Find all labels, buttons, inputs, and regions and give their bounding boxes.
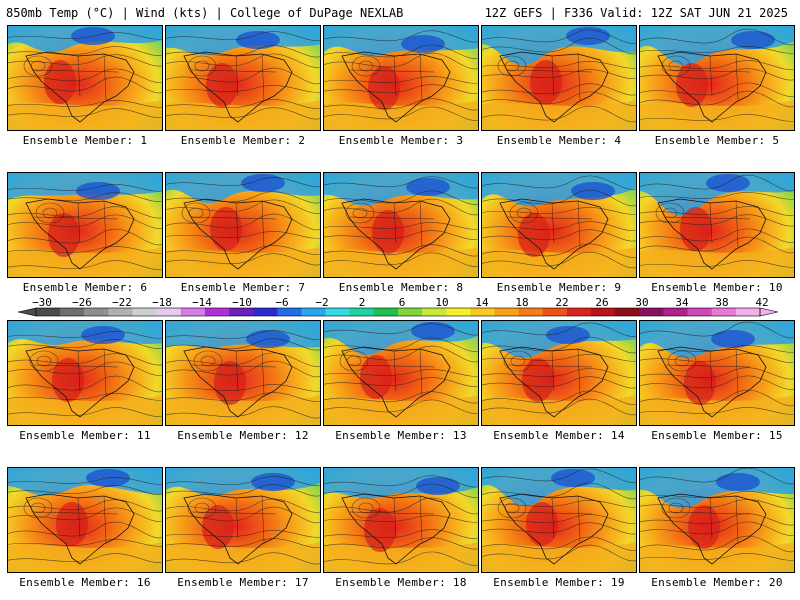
ensemble-member-label: Ensemble Member: 11	[19, 429, 151, 442]
ensemble-member-map	[7, 25, 163, 131]
map-title: 850mb Temp (°C) | Wind (kts) | College o…	[6, 6, 404, 20]
colorbar-tick-label: 26	[595, 296, 608, 309]
ensemble-member-map	[165, 467, 321, 573]
ensemble-member-label: Ensemble Member: 7	[180, 281, 306, 294]
colorbar-swatch	[470, 308, 495, 316]
colorbar-tick-label: −22	[112, 296, 132, 309]
colorbar-tick-label: 42	[755, 296, 768, 309]
colorbar-swatch	[518, 308, 544, 316]
temperature-colorbar: −30 −26 −22 −18 −14 −10 −6 −2 2 6 10 14 18 22 26 30 34 38…	[17, 296, 779, 317]
colorbar-swatch	[180, 308, 206, 316]
colorbar-tick-label: −10	[232, 296, 252, 309]
ensemble-member-map	[639, 172, 795, 278]
colorbar-swatch	[349, 308, 375, 316]
colorbar-swatch	[84, 308, 109, 316]
colorbar-tick-label: −26	[72, 296, 92, 309]
ensemble-member-map	[323, 467, 479, 573]
run-valid-time: 12Z GEFS | F336 Valid: 12Z SAT JUN 21 20…	[484, 6, 788, 20]
ensemble-member-label: Ensemble Member: 15	[651, 429, 783, 442]
colorbar-tick-label: 30	[635, 296, 648, 309]
colorbar-swatch	[711, 308, 737, 316]
colorbar-tick-label: 14	[475, 296, 489, 309]
colorbar-swatch	[132, 308, 157, 316]
ensemble-member-map	[7, 467, 163, 573]
ensemble-member-label: Ensemble Member: 14	[493, 429, 625, 442]
colorbar-swatch	[422, 308, 447, 316]
colorbar-swatch	[204, 308, 230, 316]
ensemble-member-map	[481, 172, 637, 278]
ensemble-member-map	[639, 467, 795, 573]
ensemble-member-map	[481, 25, 637, 131]
ensemble-member-label: Ensemble Member: 3	[338, 134, 464, 147]
ensemble-member-map	[165, 320, 321, 426]
colorbar-tick-label: 6	[399, 296, 406, 309]
colorbar-swatch	[542, 308, 568, 316]
ensemble-member-label: Ensemble Member: 16	[19, 576, 151, 589]
colorbar-swatch	[373, 308, 399, 316]
ensemble-member-label: Ensemble Member: 13	[335, 429, 467, 442]
colorbar-tick-label: −18	[152, 296, 172, 309]
ensemble-member-label: Ensemble Member: 5	[654, 134, 780, 147]
colorbar-swatch	[229, 308, 254, 316]
colorbar-swatch	[591, 308, 616, 316]
colorbar-tick-label: 10	[435, 296, 448, 309]
ensemble-member-map	[323, 25, 479, 131]
colorbar-tick-label: −6	[275, 296, 288, 309]
ensemble-member-map	[639, 25, 795, 131]
colorbar-tick-label: −30	[32, 296, 52, 309]
colorbar-swatch	[325, 308, 351, 316]
ensemble-member-label: Ensemble Member: 20	[651, 576, 783, 589]
colorbar-swatch	[36, 308, 61, 316]
colorbar-swatch	[566, 308, 592, 316]
colorbar-swatch	[639, 308, 664, 316]
ensemble-member-map	[323, 172, 479, 278]
ensemble-member-label: Ensemble Member: 10	[651, 281, 783, 294]
ensemble-member-map	[7, 172, 163, 278]
ensemble-member-label: Ensemble Member: 9	[496, 281, 622, 294]
ensemble-member-label: Ensemble Member: 19	[493, 576, 625, 589]
colorbar-swatch	[108, 308, 133, 316]
ensemble-member-map	[165, 25, 321, 131]
colorbar-tick-label: −2	[315, 296, 328, 309]
ensemble-member-map	[7, 320, 163, 426]
colorbar-swatch	[615, 308, 640, 316]
ensemble-member-label: Ensemble Member: 18	[335, 576, 467, 589]
ensemble-member-label: Ensemble Member: 2	[180, 134, 306, 147]
ensemble-member-map	[323, 320, 479, 426]
ensemble-member-label: Ensemble Member: 8	[338, 281, 464, 294]
colorbar-max-arrow	[759, 307, 779, 317]
colorbar-swatch	[494, 308, 519, 316]
ensemble-member-map	[481, 320, 637, 426]
ensemble-member-label: Ensemble Member: 12	[177, 429, 309, 442]
ensemble-member-label: Ensemble Member: 4	[496, 134, 622, 147]
ensemble-member-label: Ensemble Member: 1	[22, 134, 148, 147]
colorbar-tick-label: 34	[675, 296, 689, 309]
colorbar-swatch	[60, 308, 85, 316]
colorbar-swatch	[301, 308, 326, 316]
colorbar-min-arrow	[17, 307, 37, 317]
ensemble-member-label: Ensemble Member: 6	[22, 281, 148, 294]
colorbar-tick-label: 22	[555, 296, 568, 309]
colorbar-swatch	[277, 308, 302, 316]
colorbar-swatch	[735, 308, 761, 316]
colorbar-swatch	[663, 308, 688, 316]
colorbar-tick-label: 2	[359, 296, 366, 309]
ensemble-member-label: Ensemble Member: 17	[177, 576, 309, 589]
ensemble-member-map	[481, 467, 637, 573]
colorbar-swatch	[398, 308, 423, 316]
ensemble-member-map	[639, 320, 795, 426]
colorbar-tick-label: 18	[515, 296, 528, 309]
colorbar-tick-label: 38	[715, 296, 728, 309]
colorbar-swatch	[687, 308, 713, 316]
colorbar-swatch	[446, 308, 471, 316]
colorbar-swatch	[156, 308, 182, 316]
colorbar-tick-label: −14	[192, 296, 212, 309]
ensemble-member-map	[165, 172, 321, 278]
colorbar-swatch	[253, 308, 278, 316]
